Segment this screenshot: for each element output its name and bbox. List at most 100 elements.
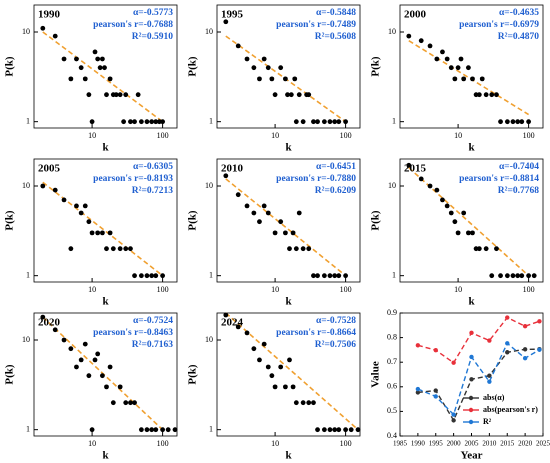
point (257, 219, 262, 225)
point (117, 384, 123, 390)
point (461, 76, 467, 82)
legend-marker (468, 407, 474, 413)
plot-frame (399, 158, 544, 283)
point (78, 357, 84, 363)
legend-label: abs(α) (483, 393, 505, 402)
y-tick-label: 0.9 (387, 308, 397, 317)
point (343, 119, 349, 125)
point (272, 384, 278, 390)
y-axis-label: P(k) (187, 364, 199, 385)
point (261, 203, 267, 209)
point (300, 400, 306, 406)
y-axis-label: Value (370, 361, 382, 388)
point (290, 230, 296, 236)
y-tick-label: 1 (209, 270, 213, 279)
point (132, 400, 137, 406)
point (494, 246, 499, 252)
panel-title: 2010 (221, 163, 244, 175)
x-tick-label: 2020 (518, 440, 533, 448)
point (476, 92, 482, 98)
x-axis-label: k (102, 296, 109, 308)
series-line (417, 316, 540, 364)
y-axis-label: P(k) (370, 56, 382, 77)
y-tick-label: 1 (392, 270, 396, 279)
panel-title: 2024 (221, 317, 244, 329)
point (223, 173, 229, 179)
y-tick-label: 1 (209, 116, 213, 125)
point (494, 92, 499, 98)
point (296, 92, 302, 98)
x-tick-label: 1985 (393, 440, 408, 448)
point (504, 273, 510, 279)
series-line (417, 348, 540, 422)
point (293, 400, 299, 406)
point (479, 76, 485, 82)
point (415, 343, 421, 348)
x-tick-label: 10 (454, 285, 462, 294)
point (522, 347, 528, 352)
point (321, 119, 327, 125)
point (440, 197, 445, 203)
y-tick-label: 1 (26, 424, 30, 433)
point (153, 273, 159, 279)
x-tick-label: 100 (340, 439, 352, 448)
point (458, 56, 464, 62)
point (296, 210, 302, 216)
point (265, 65, 271, 71)
legend-marker (468, 419, 474, 425)
point (451, 412, 456, 417)
point (52, 33, 58, 39)
fit-line (225, 178, 347, 277)
y-tick-label: 10 (205, 27, 213, 36)
point (282, 76, 288, 82)
annotation: α=-0.6305 (133, 162, 173, 172)
point (82, 203, 88, 209)
point (526, 119, 532, 125)
annotation: pearson's r=-0.8664 (276, 328, 356, 338)
x-axis-label: k (102, 450, 109, 462)
annotation: R²=0.6209 (315, 186, 356, 196)
annotation: pearson's r=-0.7688 (93, 20, 173, 30)
annotation: α=-0.5848 (316, 8, 356, 18)
point (300, 246, 306, 252)
point (74, 56, 79, 62)
point (531, 273, 537, 279)
point (282, 230, 288, 236)
point (285, 92, 290, 98)
point (235, 192, 241, 198)
x-tick-label: 100 (157, 285, 169, 294)
point (132, 273, 137, 279)
point (315, 119, 320, 125)
point (110, 246, 116, 252)
point (261, 56, 267, 62)
point (519, 119, 525, 125)
point (355, 427, 361, 433)
point (444, 203, 450, 209)
point (74, 203, 79, 209)
point (92, 49, 98, 55)
x-axis-label: k (285, 142, 292, 154)
y-tick-label: 0.7 (387, 357, 397, 366)
point (504, 119, 510, 125)
point (160, 119, 166, 125)
point (451, 418, 456, 423)
point (487, 338, 492, 343)
x-tick-label: 100 (523, 285, 535, 294)
annotation: R²=0.7213 (132, 186, 173, 196)
point (123, 92, 129, 98)
point (99, 56, 105, 62)
y-axis-label: P(k) (187, 210, 199, 231)
point (269, 76, 275, 82)
point (306, 400, 312, 406)
point (261, 341, 267, 347)
point (415, 390, 421, 395)
annotation: pearson's r=-0.8814 (459, 174, 539, 184)
y-tick-label: 10 (22, 27, 30, 36)
point (278, 65, 284, 71)
point (149, 273, 155, 279)
panel-title: 2000 (404, 9, 427, 21)
annotation: pearson's r=-0.6979 (459, 20, 539, 30)
point (86, 373, 92, 379)
x-tick-label: 10 (454, 131, 462, 140)
plot-frame (399, 4, 544, 129)
